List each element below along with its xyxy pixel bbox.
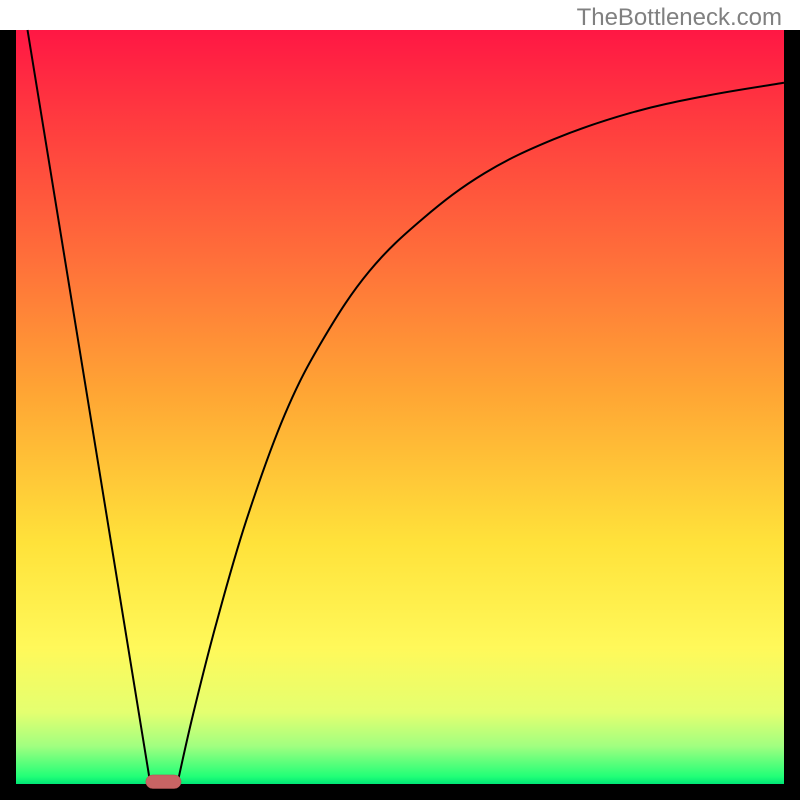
vertex-marker [146, 775, 181, 789]
watermark-text: TheBottleneck.com [577, 4, 782, 32]
chart-container: TheBottleneck.com [0, 0, 800, 800]
bottleneck-chart [0, 0, 800, 800]
